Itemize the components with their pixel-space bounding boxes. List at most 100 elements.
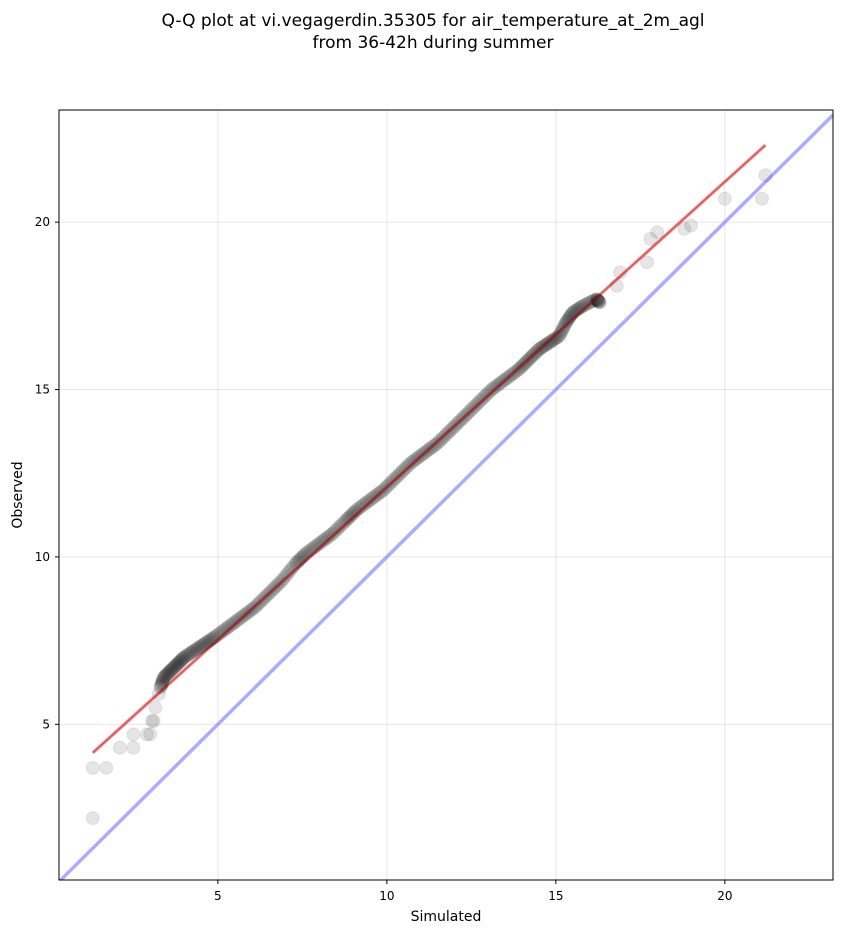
data-point xyxy=(204,631,219,646)
y-axis-label: Observed xyxy=(10,461,26,528)
data-point xyxy=(206,631,221,646)
data-point xyxy=(324,527,339,542)
data-point xyxy=(264,583,279,598)
data-point xyxy=(352,500,367,515)
data-point xyxy=(189,642,204,656)
data-point xyxy=(188,642,203,657)
data-point xyxy=(514,359,529,374)
data-point xyxy=(293,551,308,566)
data-point xyxy=(417,446,432,461)
data-point xyxy=(550,329,565,344)
data-point xyxy=(540,336,555,351)
data-point xyxy=(562,310,577,325)
data-point xyxy=(298,546,313,561)
data-point xyxy=(533,341,548,356)
data-point xyxy=(442,424,457,439)
data-point xyxy=(248,600,263,615)
data-point xyxy=(584,294,599,309)
data-point xyxy=(343,509,358,524)
data-point xyxy=(153,680,168,695)
data-point xyxy=(177,650,192,665)
data-point xyxy=(112,740,127,755)
data-point xyxy=(555,322,570,337)
data-point xyxy=(523,351,538,366)
chart-title-line-2: from 36-42h during summer xyxy=(313,33,554,53)
data-point xyxy=(558,315,573,330)
data-point xyxy=(558,317,573,332)
data-point xyxy=(464,402,479,417)
data-point xyxy=(357,496,372,511)
data-point xyxy=(592,295,607,310)
data-point xyxy=(126,740,141,755)
data-point xyxy=(155,672,170,687)
data-point xyxy=(236,608,251,623)
data-point xyxy=(313,535,328,550)
data-point xyxy=(384,474,399,489)
data-point xyxy=(187,643,202,658)
data-point xyxy=(170,657,185,672)
reference-lines xyxy=(59,113,833,880)
data-point xyxy=(484,382,499,397)
data-point xyxy=(178,649,193,664)
data-point xyxy=(159,667,174,682)
data-point xyxy=(368,489,383,504)
data-point xyxy=(567,304,582,319)
data-point xyxy=(393,466,408,481)
data-point xyxy=(564,308,579,323)
data-point xyxy=(239,606,254,621)
data-point xyxy=(545,333,560,348)
data-point xyxy=(212,626,227,641)
data-point xyxy=(241,605,256,620)
data-point xyxy=(425,439,440,454)
data-point xyxy=(179,648,194,663)
data-point xyxy=(564,306,579,321)
data-point xyxy=(411,449,426,464)
data-point xyxy=(242,603,257,618)
data-point xyxy=(516,357,531,372)
data-point xyxy=(214,625,229,640)
data-point xyxy=(302,544,317,559)
data-point xyxy=(339,513,354,528)
data-point xyxy=(579,297,594,312)
data-point xyxy=(518,356,533,371)
data-point xyxy=(180,647,195,662)
data-point xyxy=(139,727,154,742)
data-point xyxy=(317,532,332,547)
data-point xyxy=(758,168,773,183)
data-point xyxy=(406,453,421,468)
data-point xyxy=(173,653,188,668)
data-point xyxy=(172,654,187,669)
data-point xyxy=(254,593,269,608)
data-point xyxy=(276,571,291,586)
data-point xyxy=(391,467,406,482)
data-point xyxy=(215,624,230,639)
data-point xyxy=(359,495,374,510)
data-point xyxy=(489,378,504,393)
data-point xyxy=(477,389,492,404)
data-point xyxy=(99,760,114,775)
data-point xyxy=(496,373,511,388)
data-point xyxy=(253,595,268,610)
data-point xyxy=(340,511,355,526)
data-point xyxy=(501,369,516,384)
data-point xyxy=(234,610,249,625)
data-point xyxy=(193,639,208,654)
data-point xyxy=(151,687,166,702)
data-point xyxy=(408,452,423,467)
data-point xyxy=(345,506,360,521)
data-point xyxy=(452,414,467,429)
data-point xyxy=(537,339,552,354)
data-point xyxy=(575,298,590,313)
data-point xyxy=(278,569,293,584)
data-point xyxy=(544,334,559,348)
data-points xyxy=(85,144,773,826)
y-tick-label: 10 xyxy=(35,550,50,564)
data-point xyxy=(224,617,239,632)
data-point xyxy=(590,293,605,308)
data-point xyxy=(422,442,437,457)
data-point xyxy=(420,443,435,458)
data-point xyxy=(286,558,301,573)
data-point xyxy=(640,255,655,270)
data-point xyxy=(405,454,420,469)
data-point xyxy=(474,392,489,407)
